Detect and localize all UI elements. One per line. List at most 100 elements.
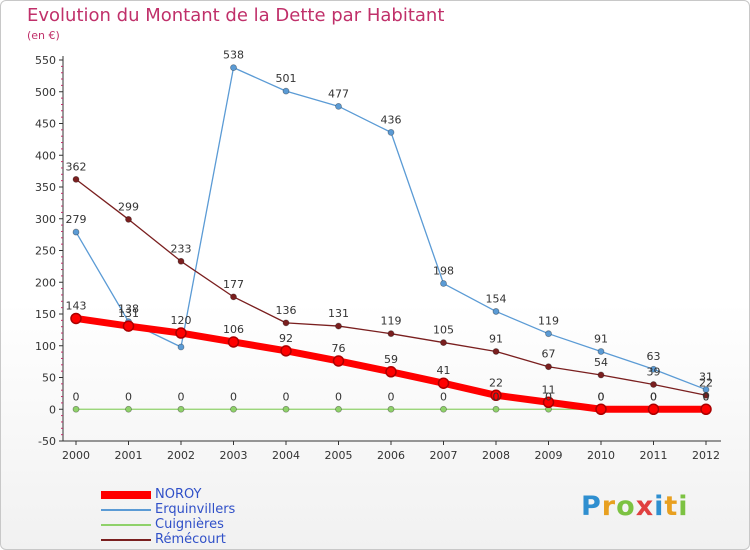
- data-label: 0: [598, 390, 605, 403]
- data-point-erquinvillers: [335, 102, 342, 110]
- data-label: 0: [598, 390, 605, 403]
- data-point-erquinvillers: [597, 348, 605, 355]
- data-point-erquinvillers: [545, 330, 552, 338]
- data-point-rémécourt: [597, 371, 605, 379]
- data-label: 91: [489, 332, 503, 345]
- data-point-rémécourt: [177, 257, 185, 265]
- data-label: 0: [73, 390, 80, 403]
- legend-label: Rémécourt: [155, 532, 226, 547]
- data-point-erquinvillers: [177, 343, 185, 351]
- data-label: 0: [125, 390, 132, 403]
- data-point-rémécourt: [125, 215, 132, 223]
- legend-swatch: [101, 508, 151, 511]
- data-point-rémécourt: [440, 339, 447, 346]
- proxiti-logo: Proxiti: [581, 491, 689, 522]
- data-label: 0: [388, 390, 395, 403]
- data-point-rémécourt: [702, 391, 710, 399]
- data-point-cuignières: [177, 405, 185, 413]
- data-label: 22: [489, 376, 503, 389]
- y-tick-label: 0: [49, 403, 56, 416]
- data-point-noroy: [647, 403, 660, 415]
- data-label: 0: [178, 390, 185, 403]
- data-label: 0: [545, 390, 552, 403]
- y-tick-label: 350: [35, 181, 56, 194]
- y-tick-label: 450: [35, 118, 56, 131]
- data-label: 54: [594, 356, 608, 369]
- y-tick-label: 300: [35, 213, 56, 226]
- data-point-rémécourt: [335, 322, 342, 330]
- y-tick-label: 200: [35, 276, 56, 289]
- data-label: 0: [650, 390, 657, 403]
- data-label: 59: [384, 353, 398, 366]
- data-point-erquinvillers: [282, 87, 290, 95]
- legend-swatch: [101, 523, 151, 526]
- data-point-noroy: [595, 403, 607, 415]
- legend-item-noroy: NOROY: [101, 487, 235, 502]
- data-label: 0: [703, 390, 710, 403]
- data-label: 0: [230, 390, 237, 403]
- data-point-erquinvillers: [230, 64, 237, 72]
- data-point-noroy: [332, 355, 345, 367]
- data-point-cuignières: [387, 405, 395, 413]
- data-label: 67: [542, 348, 556, 361]
- data-label: 0: [493, 390, 500, 403]
- data-point-noroy: [70, 312, 82, 325]
- data-label: 105: [433, 324, 454, 337]
- y-tick-label: -50: [38, 435, 56, 448]
- data-point-noroy: [437, 377, 450, 389]
- legend-swatch: [101, 490, 151, 499]
- data-point-rémécourt: [387, 330, 395, 338]
- x-tick-label: 2006: [377, 449, 405, 462]
- y-tick-label: 50: [42, 372, 56, 385]
- data-label: 279: [66, 213, 87, 226]
- data-label: 63: [647, 350, 661, 363]
- x-tick-label: 2012: [692, 449, 720, 462]
- data-label: 119: [538, 315, 559, 328]
- legend-item-erquinvillers: Erquinvillers: [101, 502, 235, 517]
- data-point-cuignières: [125, 405, 132, 413]
- x-tick-label: 2009: [535, 449, 563, 462]
- data-point-erquinvillers: [440, 280, 447, 287]
- x-tick-label: 2003: [220, 449, 248, 462]
- data-point-cuignières: [282, 405, 290, 413]
- data-label: 0: [703, 390, 710, 403]
- legend-label: Erquinvillers: [155, 502, 236, 517]
- x-tick-label: 2004: [272, 449, 300, 462]
- data-label: 91: [594, 332, 608, 345]
- data-label: 362: [66, 160, 87, 173]
- data-label: 0: [335, 390, 342, 403]
- data-label: 538: [223, 49, 244, 62]
- data-point-noroy: [227, 336, 240, 348]
- data-point-erquinvillers: [492, 308, 500, 315]
- data-label: 120: [171, 314, 192, 327]
- data-label: 22: [699, 376, 713, 389]
- data-point-rémécourt: [282, 319, 290, 327]
- data-point-noroy: [490, 389, 502, 402]
- data-point-rémécourt: [545, 363, 552, 371]
- data-label: 154: [486, 292, 507, 305]
- data-label: 76: [332, 342, 346, 355]
- data-label: 39: [647, 365, 661, 378]
- data-point-noroy: [385, 366, 397, 378]
- data-label: 0: [650, 390, 657, 403]
- x-tick-label: 2008: [482, 449, 510, 462]
- data-point-cuignières: [335, 405, 342, 413]
- data-label: 143: [66, 299, 87, 312]
- data-label: 299: [118, 200, 139, 213]
- y-tick-label: 550: [35, 54, 56, 67]
- data-point-rémécourt: [492, 348, 500, 355]
- legend-label: Cuignières: [155, 517, 224, 532]
- data-label: 106: [223, 323, 244, 336]
- data-point-noroy: [280, 345, 292, 357]
- data-point-rémécourt: [650, 381, 657, 388]
- data-label: 31: [699, 371, 713, 384]
- x-tick-label: 2000: [62, 449, 90, 462]
- data-point-cuignières: [230, 405, 237, 413]
- y-tick-label: 500: [35, 86, 56, 99]
- y-tick-label: 400: [35, 149, 56, 162]
- x-tick-label: 2011: [640, 449, 668, 462]
- data-label: 131: [118, 307, 139, 320]
- unit-label: (en €): [27, 29, 60, 42]
- legend-item-cuignières: Cuignières: [101, 517, 235, 532]
- x-tick-label: 2002: [167, 449, 195, 462]
